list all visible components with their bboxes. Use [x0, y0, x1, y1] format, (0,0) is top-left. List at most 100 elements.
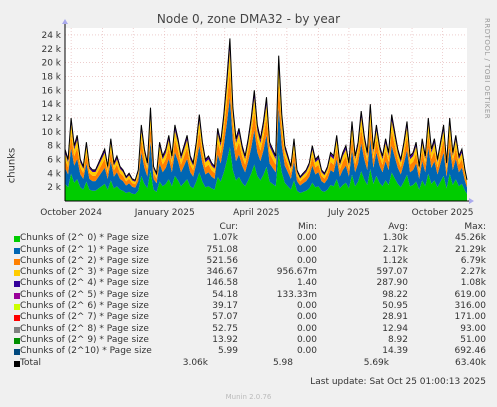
legend-row: Chunks of (2^ 9) * Page size 13.92 0.00 8.9…	[0, 335, 497, 346]
legend-row: Chunks of (2^ 7) * Page size 57.07 0.00 28.…	[0, 312, 497, 323]
legend-total-max: 63.40k	[455, 357, 486, 368]
legend-avg: 597.07	[376, 267, 409, 278]
y-tick-label: 20 k	[41, 59, 61, 69]
series-area	[65, 147, 467, 201]
legend-swatch	[14, 247, 20, 254]
legend-avg: 287.90	[376, 278, 409, 289]
legend-series-name: Chunks of (2^ 5) * Page size	[20, 289, 149, 300]
legend-series-name: Chunks of (2^ 6) * Page size	[20, 301, 149, 312]
last-update: Last update: Sat Oct 25 01:00:13 2025	[310, 377, 486, 387]
legend-cur: 751.08	[206, 244, 239, 255]
legend-cur: 346.67	[206, 267, 239, 278]
legend-swatch	[14, 236, 20, 243]
legend-swatch	[14, 281, 20, 288]
legend-series-name: Chunks of (2^ 8) * Page size	[20, 323, 149, 334]
legend-row: Chunks of (2^10) * Page size 5.99 0.00 14.3…	[0, 346, 497, 357]
legend-cur: 5.99	[217, 346, 238, 357]
legend-min: 1.40	[296, 278, 317, 289]
legend-swatch	[14, 349, 20, 356]
legend-min: 133.33m	[276, 289, 317, 300]
legend-min: 0.00	[296, 255, 317, 266]
legend-max: 1.08k	[460, 278, 486, 289]
total-line	[64, 38, 468, 181]
legend-avg: 98.22	[382, 289, 408, 300]
legend-cur: 39.17	[212, 301, 238, 312]
legend-avg: 12.94	[382, 323, 408, 334]
legend-min: 0.00	[296, 312, 317, 323]
legend-max: 6.79k	[460, 255, 486, 266]
legend-min: 0.00	[296, 334, 317, 345]
legend-header: Cur: Min: Avg: Max:	[0, 222, 497, 233]
legend-swatch	[14, 304, 20, 311]
legend-cur: 13.92	[212, 334, 238, 345]
legend-series-name: Chunks of (2^ 4) * Page size	[20, 278, 149, 289]
chart-title: Node 0, zone DMA32 - by year	[156, 12, 341, 26]
legend-min: 0.00	[296, 244, 317, 255]
legend-row: Chunks of (2^ 8) * Page size 52.75 0.00 12.…	[0, 324, 497, 335]
legend-row: Chunks of (2^ 1) * Page size 751.08 0.00 2.…	[0, 245, 497, 256]
legend-max: 619.00	[454, 289, 487, 300]
legend-cur: 52.75	[212, 323, 238, 334]
series-area	[65, 96, 467, 195]
legend-avg: 1.30k	[382, 233, 408, 244]
legend-cur: 54.18	[212, 289, 238, 300]
legend-min: 0.00	[296, 301, 317, 312]
legend-avg: 28.91	[382, 312, 408, 323]
legend-series-name: Chunks of (2^ 2) * Page size	[20, 255, 149, 266]
legend-header-min: Min:	[297, 222, 317, 232]
x-tick-label: April 2025	[233, 208, 279, 218]
legend-min: 956.67m	[276, 267, 317, 278]
x-tick-label: July 2025	[327, 208, 370, 218]
x-tick-label: October 2025	[412, 208, 474, 218]
legend-cur: 1.07k	[212, 233, 238, 244]
legend-swatch	[14, 337, 20, 344]
y-tick-label: 12 k	[41, 114, 61, 124]
legend-header-avg: Avg:	[388, 222, 408, 232]
legend-total-min: 5.98	[272, 357, 293, 368]
legend-swatch-total	[14, 360, 20, 367]
legend-cur: 521.56	[206, 255, 239, 266]
legend-row-total: Total 3.06k 5.98 5.69k 63.40k	[0, 358, 497, 369]
legend-max: 45.26k	[455, 233, 486, 244]
legend-row: Chunks of (2^ 4) * Page size 146.58 1.40 28…	[0, 278, 497, 289]
legend-row: Chunks of (2^ 6) * Page size 39.17 0.00 50.…	[0, 301, 497, 312]
legend-avg: 14.39	[382, 346, 408, 357]
legend-header-cur: Cur:	[219, 222, 238, 232]
rrdtool-credit: RRDTOOL / TOBI OETIKER	[483, 18, 491, 120]
legend-series-name: Chunks of (2^ 0) * Page size	[20, 233, 149, 244]
axes: 2 k 4 k 6 k 8 k 10 k 12 k 14 k 16 k 18 k 20 k 22 k…	[40, 19, 474, 218]
y-tick-label: 10 k	[41, 128, 61, 138]
legend-max: 692.46	[454, 346, 487, 357]
legend-min: 0.00	[296, 233, 317, 244]
y-tick-label: 2 k	[47, 183, 62, 193]
legend-series-name: Chunks of (2^ 3) * Page size	[20, 267, 149, 278]
legend-total-cur: 3.06k	[182, 357, 208, 368]
legend-row: Chunks of (2^ 2) * Page size 521.56 0.00 1.…	[0, 256, 497, 267]
legend-min: 0.00	[296, 346, 317, 357]
legend-max: 21.29k	[455, 244, 486, 255]
legend-max: 51.00	[460, 334, 486, 345]
y-tick-label: 8 k	[47, 142, 62, 152]
y-tick-label: 16 k	[41, 86, 61, 96]
legend-series-name: Chunks of (2^ 7) * Page size	[20, 312, 149, 323]
legend-total-name: Total	[20, 357, 42, 368]
legend-avg: 8.92	[387, 334, 408, 345]
legend-series-name: Chunks of (2^ 9) * Page size	[20, 334, 149, 345]
y-tick-label: 14 k	[41, 100, 61, 110]
legend-swatch	[14, 292, 20, 299]
legend-cur: 146.58	[206, 278, 239, 289]
legend-avg: 2.17k	[382, 244, 408, 255]
y-axis-arrow	[62, 19, 68, 24]
legend-series-name: Chunks of (2^10) * Page size	[20, 346, 152, 357]
legend-swatch	[14, 270, 20, 277]
legend-total-avg: 5.69k	[363, 357, 389, 368]
series-areas	[64, 38, 468, 201]
legend: Cur: Min: Avg: Max: Chunks of (2^ 0) * P…	[0, 222, 497, 369]
legend-avg: 50.95	[382, 301, 408, 312]
legend-row: Chunks of (2^ 0) * Page size 1.07k 0.00 1.3…	[0, 233, 497, 244]
legend-max: 2.27k	[460, 267, 486, 278]
chart-area: 2 k 4 k 6 k 8 k 10 k 12 k 14 k 16 k 18 k 20 k 22 k…	[40, 19, 474, 218]
y-tick-label: 4 k	[47, 169, 62, 179]
legend-series-name: Chunks of (2^ 1) * Page size	[20, 244, 149, 255]
series-area	[65, 49, 467, 185]
